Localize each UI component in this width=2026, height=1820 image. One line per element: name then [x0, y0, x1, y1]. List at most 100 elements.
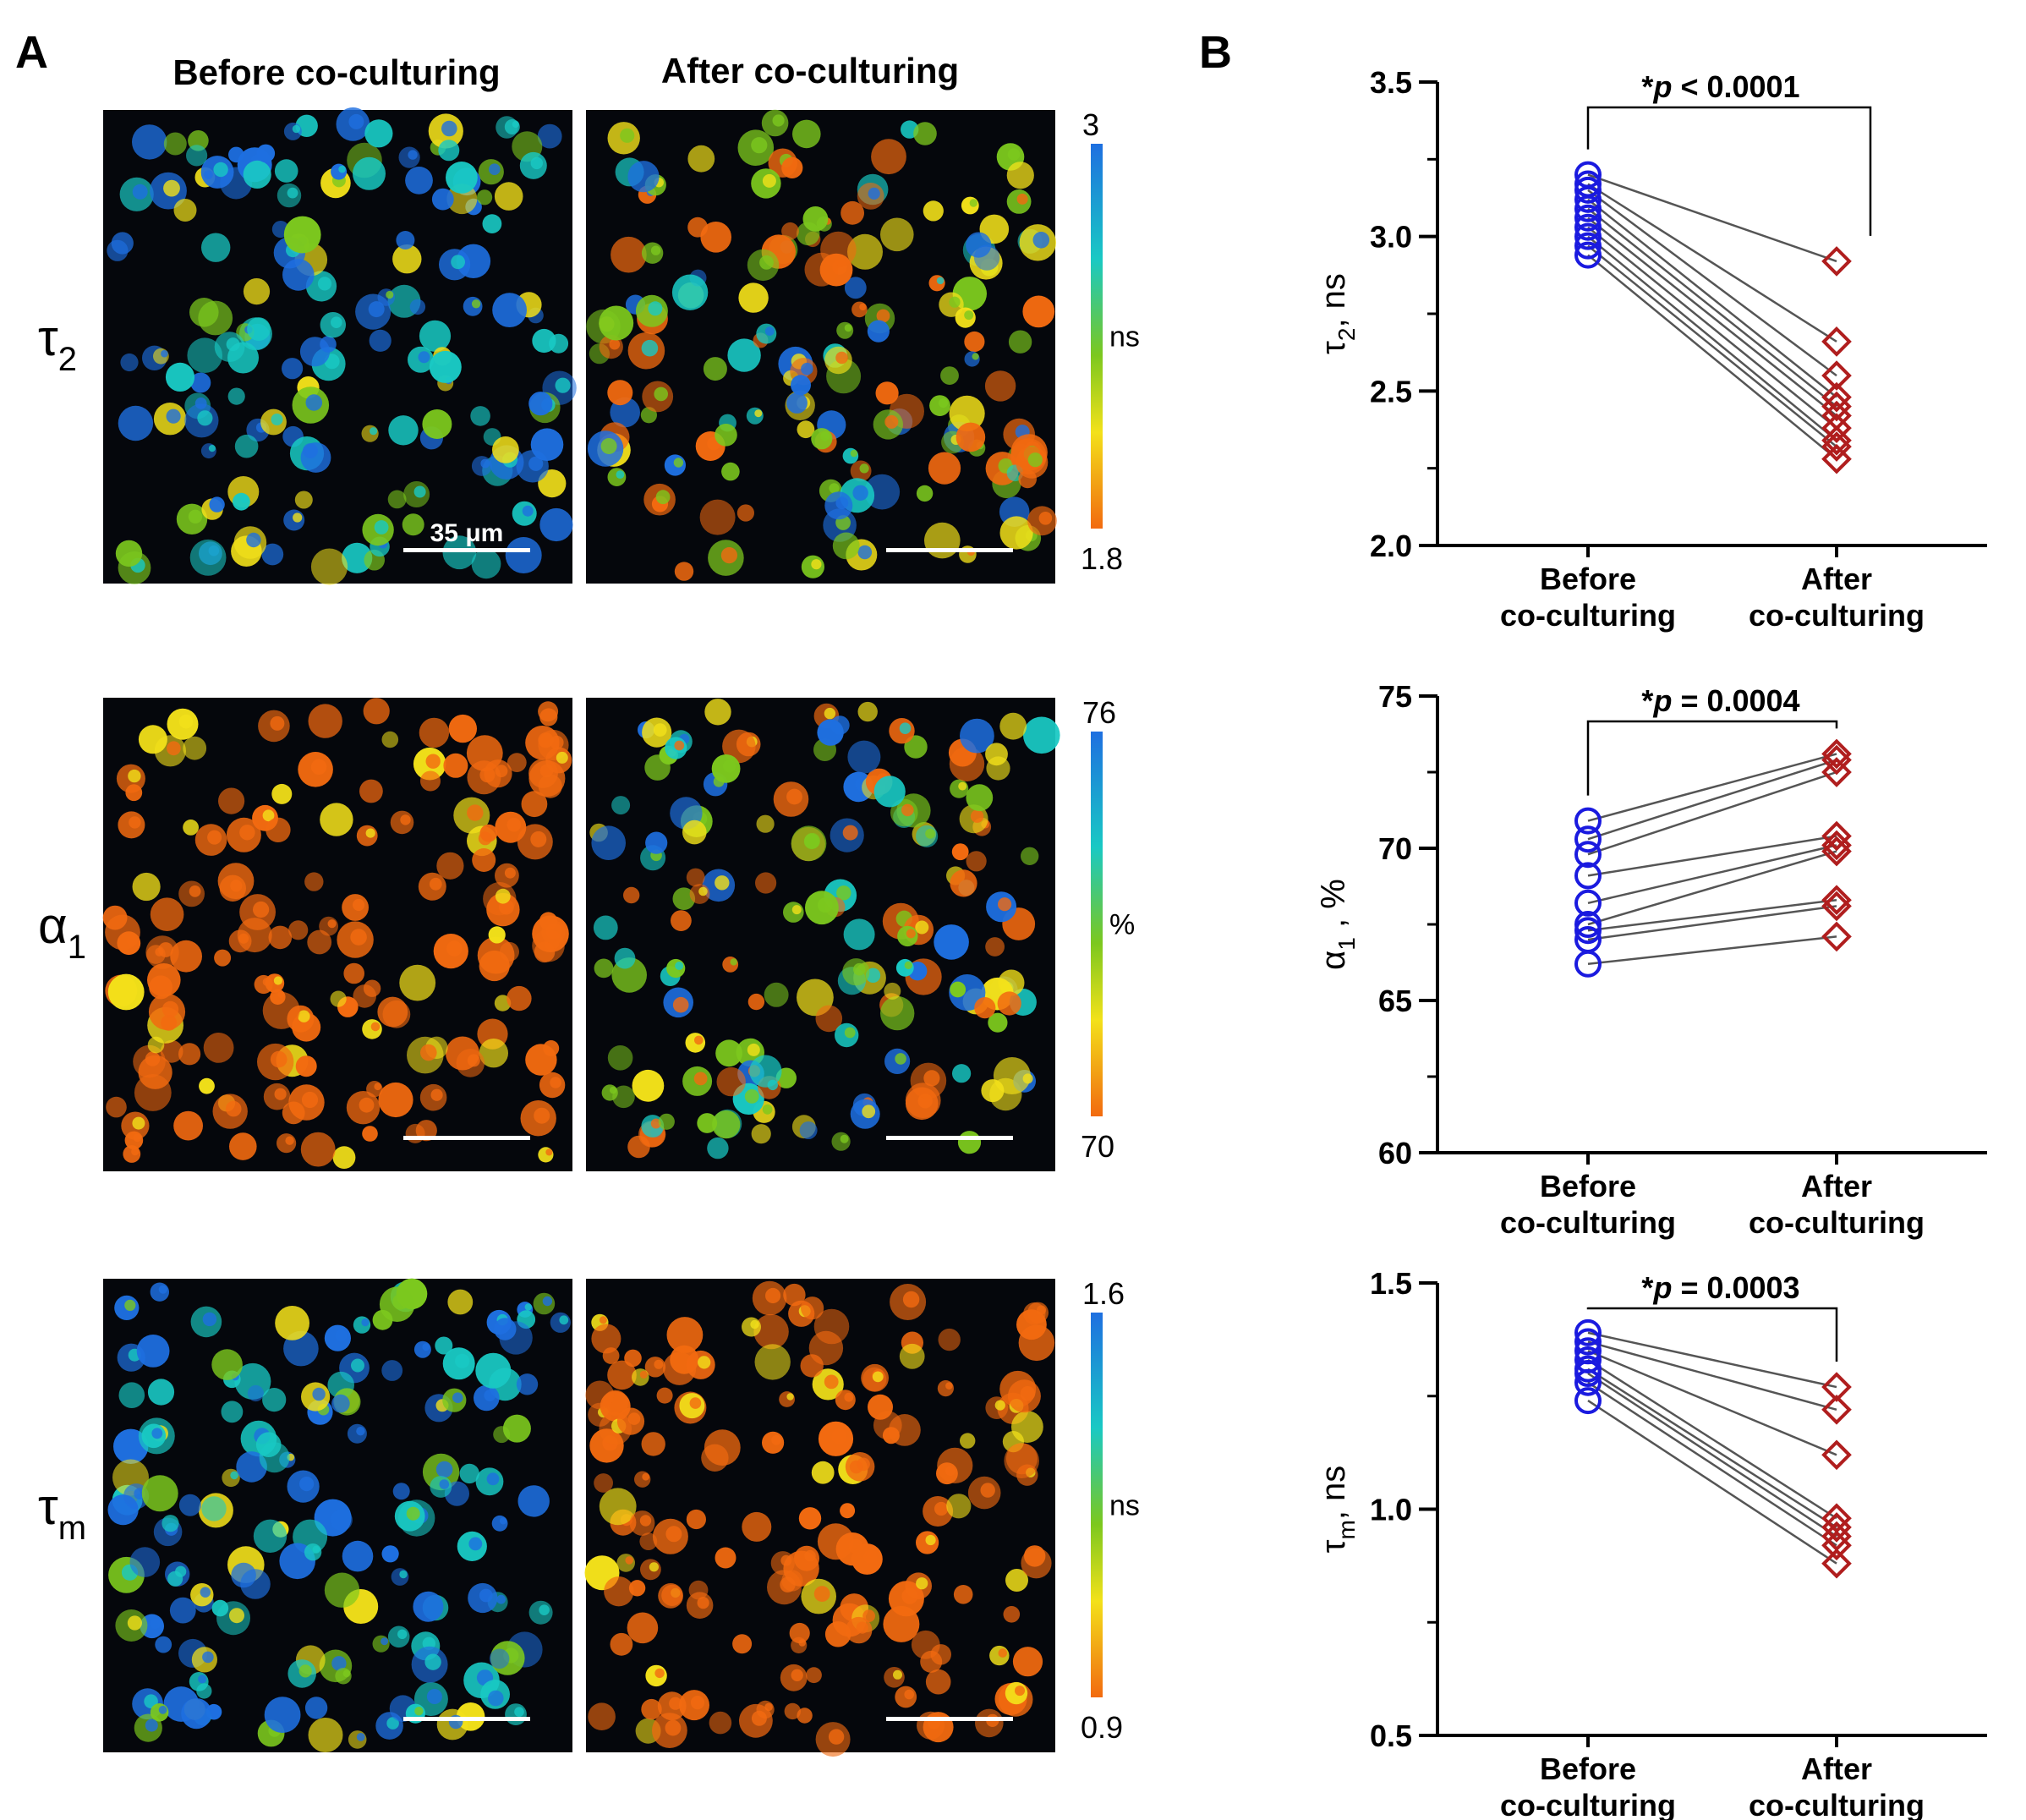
row-label-subscript: 2: [58, 341, 77, 378]
cell: [517, 1485, 550, 1517]
cell-highlight: [468, 1537, 483, 1551]
cell-highlight: [555, 377, 571, 393]
y-tick-label: 75: [1378, 679, 1412, 714]
cell-highlight: [1032, 232, 1050, 249]
cell-highlight: [374, 520, 389, 534]
cell-highlight: [310, 759, 327, 776]
cell: [247, 1384, 264, 1402]
cell: [784, 1702, 801, 1720]
micrograph-row: 1.6 ns 0.9 τm: [38, 1276, 1140, 1757]
significance-bracket: [1586, 1307, 1838, 1362]
cell: [304, 872, 324, 891]
cell: [147, 1379, 175, 1406]
pair-line: [1587, 1368, 1837, 1528]
before-point: [1574, 195, 1602, 222]
cell-highlight: [467, 1054, 480, 1067]
cell: [880, 995, 915, 1031]
cell-highlight: [1015, 1686, 1025, 1697]
cell: [847, 233, 883, 270]
cell: [930, 1644, 952, 1665]
cell: [993, 1057, 1031, 1094]
cell-highlight: [669, 1697, 682, 1710]
color-scale-max: 1.6: [1082, 1276, 1125, 1311]
pair-line: [1587, 244, 1837, 448]
cell: [964, 331, 985, 353]
micrograph-row: 3 ns 1.8 τ2: [38, 107, 1140, 585]
cell-highlight: [480, 458, 490, 469]
cell: [387, 490, 407, 509]
cell: [228, 146, 244, 163]
cell-highlight: [356, 1733, 365, 1741]
cell-highlight: [486, 1472, 500, 1486]
cell-highlight: [335, 1329, 348, 1342]
cell-highlight: [625, 1556, 633, 1565]
cell: [178, 1494, 201, 1516]
cell-highlight: [829, 483, 840, 494]
cell: [282, 358, 304, 380]
pair-line: [1587, 1358, 1837, 1520]
cell-highlight: [496, 1594, 506, 1604]
cell-highlight: [162, 1000, 179, 1018]
cell: [183, 736, 207, 760]
cell: [399, 964, 436, 1001]
cell: [721, 462, 740, 481]
chart: 0.51.01.5Beforeco-culturingAfterco-cultu…: [1315, 1266, 1987, 1820]
cell-highlight: [392, 1293, 409, 1310]
cell: [534, 941, 556, 963]
cell: [1021, 1548, 1052, 1579]
x-tick-label: co-culturing: [1749, 598, 1925, 633]
cell: [369, 329, 392, 352]
cell: [672, 887, 696, 910]
cell: [742, 1511, 772, 1542]
cell-highlight: [842, 825, 858, 841]
cell: [1022, 295, 1055, 328]
pair-line: [1587, 254, 1837, 460]
after-point: [1821, 360, 1852, 391]
cell: [492, 293, 527, 327]
cell-highlight: [901, 803, 914, 817]
cell: [937, 1447, 973, 1483]
after-point: [1821, 326, 1852, 357]
cell-highlight: [161, 349, 168, 358]
cell: [997, 991, 1021, 1016]
cell-highlight: [425, 754, 441, 769]
cell: [459, 1463, 479, 1484]
cell: [1023, 1302, 1046, 1325]
cell-highlight: [381, 1637, 389, 1646]
cell: [923, 200, 944, 222]
x-tick-label: After: [1801, 1751, 1872, 1786]
cell-highlight: [762, 1104, 773, 1115]
cell: [671, 274, 709, 310]
cell-highlight: [852, 485, 868, 501]
cell: [957, 1131, 982, 1154]
after-point: [1821, 381, 1852, 413]
x-tick-label: co-culturing: [1500, 598, 1676, 633]
cell-highlight: [559, 1315, 569, 1325]
cell: [443, 753, 468, 778]
cell: [607, 1045, 633, 1071]
cell-highlight: [439, 1479, 450, 1489]
cell-highlight: [754, 409, 763, 418]
cell-highlight: [202, 1651, 214, 1664]
color-scale-bar: [1091, 144, 1103, 529]
cell-highlight: [331, 316, 342, 329]
cell: [722, 729, 756, 764]
cell-highlight: [648, 301, 663, 316]
cell-highlight: [167, 741, 181, 756]
cell-highlight: [132, 184, 148, 200]
cell-highlight: [720, 547, 738, 564]
cell: [402, 513, 424, 536]
y-axis-label-symbol: τ: [1315, 341, 1352, 354]
cell-highlight: [723, 759, 736, 773]
cell: [331, 1509, 353, 1532]
cell: [627, 1612, 659, 1644]
p-value-rest: = 0.0003: [1672, 1270, 1799, 1305]
pair-line: [1587, 217, 1837, 417]
cell: [261, 543, 284, 566]
cell: [841, 200, 864, 225]
cell-highlight: [163, 179, 180, 197]
cell: [482, 214, 502, 233]
cell: [623, 886, 640, 904]
cell: [688, 1580, 709, 1600]
cell-highlight: [127, 1615, 142, 1631]
